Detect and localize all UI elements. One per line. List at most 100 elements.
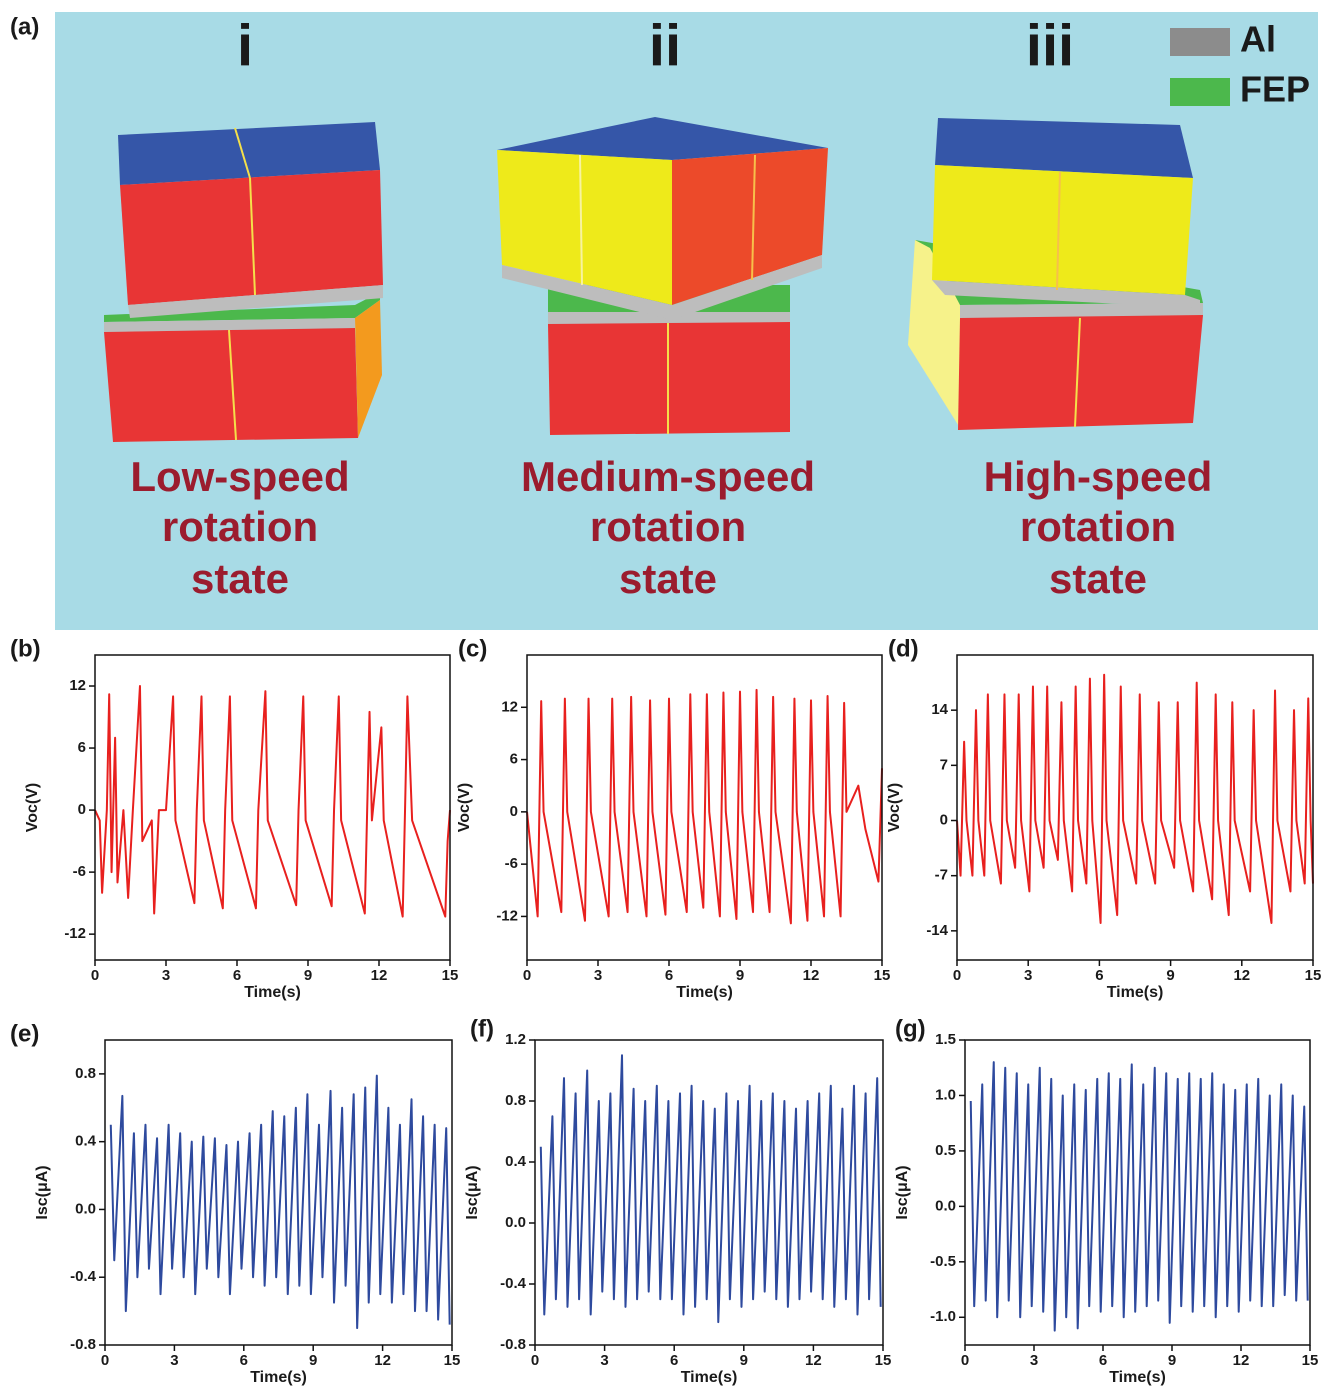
y-tick-label: 0 [78,801,86,818]
x-tick-label: 6 [240,1352,248,1369]
y-tick-label: 0.4 [505,1153,527,1170]
y-tick-label: -12 [496,907,518,924]
y-axis-label: Voc(V) [456,783,473,832]
state-numeral: ii [649,13,681,78]
cube-low-speed [104,122,383,442]
y-tick-label: -0.5 [930,1253,956,1270]
legend-label: Al [1240,19,1276,60]
y-tick-label: 0.0 [75,1200,96,1217]
x-tick-label: 0 [531,1352,539,1369]
y-tick-label: 0 [940,811,948,828]
x-tick-label: 6 [1099,1352,1107,1369]
x-tick-label: 12 [805,1352,822,1369]
y-tick-label: 1.2 [505,1031,526,1048]
page: (a) i ii iii Low-speed rotation state Me… [0,0,1323,1390]
x-tick-label: 12 [371,967,388,984]
y-tick-label: 12 [69,677,86,694]
y-axis-label: Voc(V) [886,783,903,832]
y-tick-label: 1.0 [935,1086,956,1103]
x-tick-label: 3 [1030,1352,1038,1369]
x-tick-label: 6 [670,1352,678,1369]
state-caption: state [1049,555,1147,602]
x-axis-label: Time(s) [1109,1369,1166,1386]
state-caption: state [619,555,717,602]
y-axis-label: Voc(V) [24,783,41,832]
y-tick-label: 0.5 [935,1142,956,1159]
x-tick-label: 9 [309,1352,317,1369]
y-tick-label: -0.4 [500,1275,527,1292]
y-tick-label: -0.8 [500,1336,526,1353]
x-tick-label: 9 [1166,967,1174,984]
plot-frame [95,655,450,960]
x-tick-label: 0 [101,1352,109,1369]
y-tick-label: -1.0 [930,1308,956,1325]
x-tick-label: 6 [665,967,673,984]
x-tick-label: 12 [803,967,820,984]
panel-label: (b) [10,635,41,662]
y-tick-label: 0.4 [75,1133,97,1150]
figure: (a) i ii iii Low-speed rotation state Me… [0,0,1323,1390]
state-caption: Medium-speed [521,453,815,500]
state-caption: rotation [1020,503,1176,550]
signal-line [541,1055,881,1322]
y-tick-label: -0.4 [70,1268,97,1285]
y-tick-label: 12 [501,698,518,715]
legend-swatch [1170,28,1230,56]
x-tick-label: 12 [374,1352,391,1369]
y-tick-label: -7 [935,867,948,884]
y-tick-label: -12 [64,925,86,942]
x-axis-label: Time(s) [250,1369,307,1386]
signal-line [971,1062,1308,1330]
x-tick-label: 9 [304,967,312,984]
x-tick-label: 9 [736,967,744,984]
y-tick-label: 14 [931,701,948,718]
x-tick-label: 3 [1024,967,1032,984]
x-tick-label: 6 [1095,967,1103,984]
legend-label: FEP [1240,69,1310,110]
x-axis-label: Time(s) [681,1369,738,1386]
y-axis-label: Isc(μA) [464,1165,481,1219]
x-tick-label: 12 [1233,1352,1250,1369]
panel-label: (a) [10,13,39,40]
y-tick-label: 7 [940,756,948,773]
y-tick-label: 0.8 [505,1092,526,1109]
x-axis-label: Time(s) [676,984,733,1001]
y-axis-label: Isc(μA) [34,1165,51,1219]
state-caption: state [191,555,289,602]
y-tick-label: 0.8 [75,1065,96,1082]
state-caption: Low-speed [130,453,349,500]
signal-line [95,686,450,917]
x-tick-label: 6 [233,967,241,984]
x-tick-label: 3 [162,967,170,984]
x-tick-label: 3 [600,1352,608,1369]
x-tick-label: 3 [594,967,602,984]
x-tick-label: 0 [953,967,961,984]
state-caption: rotation [162,503,318,550]
state-caption: High-speed [984,453,1213,500]
y-tick-label: 6 [510,751,518,768]
y-tick-label: 0 [510,803,518,820]
signal-line [111,1076,450,1328]
x-tick-label: 15 [442,967,459,984]
y-tick-label: 0.0 [505,1214,526,1231]
plot-frame [105,1040,452,1345]
x-tick-label: 15 [1305,967,1322,984]
legend-swatch [1170,78,1230,106]
y-tick-label: -0.8 [70,1336,96,1353]
x-tick-label: 3 [170,1352,178,1369]
y-tick-label: -6 [505,855,518,872]
panel-label: (d) [888,635,919,662]
x-tick-label: 15 [875,1352,892,1369]
y-tick-label: 1.5 [935,1031,956,1048]
signal-line [527,690,882,924]
y-axis-label: Isc(μA) [894,1165,911,1219]
x-tick-label: 9 [740,1352,748,1369]
y-tick-label: -6 [73,863,86,880]
x-tick-label: 15 [444,1352,461,1369]
panel-label: (g) [895,1015,926,1042]
x-tick-label: 15 [1302,1352,1319,1369]
cube-high-speed [908,118,1203,430]
state-numeral: iii [1026,13,1074,78]
state-caption: rotation [590,503,746,550]
y-tick-label: -14 [926,922,948,939]
